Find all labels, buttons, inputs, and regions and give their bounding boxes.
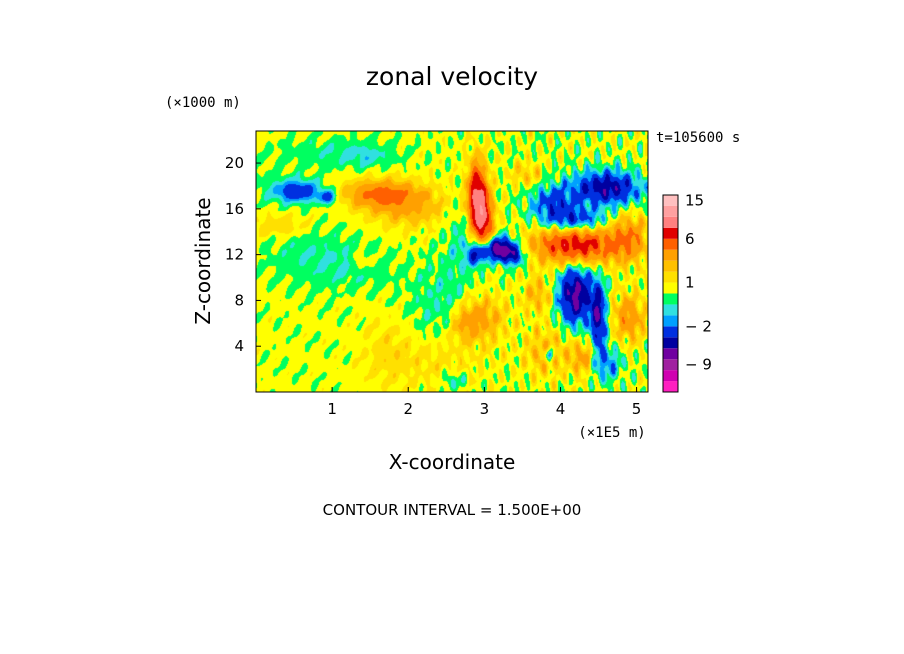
x-unit-label: (×1E5 m) [578,425,645,441]
colorbar-label-4: − 9 [685,356,712,374]
colorbar-swatch-13 [663,238,678,250]
colorbar-labels: 15 6 1 − 2 − 9 [685,191,712,373]
x-tick-label-4: 5 [632,400,642,418]
y-tick-label-1: 8 [234,291,244,309]
colorbar-swatch-0 [663,381,678,392]
time-label: t=105600 s [656,130,740,146]
colorbar-label-2: 1 [685,274,695,292]
colorbar-swatch-12 [663,249,678,261]
colorbar-label-1: 6 [685,230,695,248]
colorbar-swatch-9 [663,282,678,294]
x-axis-ticks: 1 2 3 4 5 [327,387,641,418]
x-axis-label: X-coordinate [389,450,516,474]
chart-title: zonal velocity [366,62,538,91]
y-tick-label-0: 4 [234,337,244,355]
y-unit-label: (×1000 m) [165,95,241,111]
velocity-field [256,131,648,392]
colorbar-swatch-4 [663,337,678,349]
colorbar-label-0: 15 [685,191,704,209]
colorbar-swatch-5 [663,326,678,338]
y-tick-label-4: 20 [225,154,244,172]
x-tick-label-0: 1 [327,400,337,418]
y-axis-label: Z-coordinate [191,197,215,324]
plot-frame [255,130,649,393]
y-tick-label-3: 16 [225,200,244,218]
colorbar-swatch-8 [663,293,678,305]
colorbar-swatch-16 [663,205,678,217]
x-tick-label-3: 4 [556,400,566,418]
x-tick-label-2: 3 [480,400,490,418]
y-tick-label-2: 12 [225,246,244,264]
colorbar-label-3: − 2 [685,317,712,335]
colorbar-swatch-14 [663,227,678,239]
x-tick-label-1: 2 [403,400,413,418]
colorbar-swatch-15 [663,216,678,228]
colorbar-swatch-2 [663,359,678,371]
colorbar-swatch-11 [663,260,678,272]
colorbar-swatch-3 [663,348,678,360]
colorbar [662,194,679,393]
contour-interval-label: CONTOUR INTERVAL = 1.500E+00 [323,501,582,519]
colorbar-swatch-7 [663,304,678,316]
colorbar-swatch-6 [663,315,678,327]
colorbar-swatch-17 [663,195,678,206]
colorbar-swatch-1 [663,370,678,382]
colorbar-frame [662,194,679,393]
y-axis-ticks: 4 8 12 16 20 [225,154,261,355]
plot-area [255,130,649,393]
colorbar-swatch-10 [663,271,678,283]
